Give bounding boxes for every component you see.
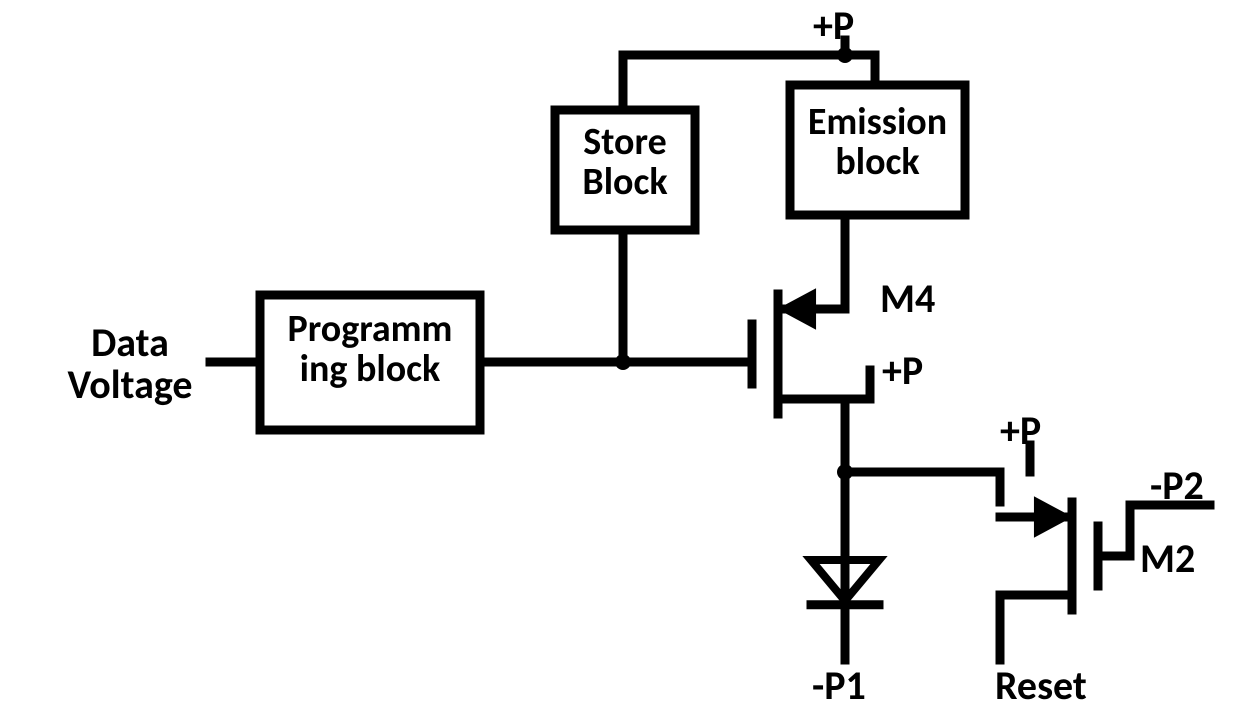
m4-label: M4 [880,278,935,320]
plus-p-m4-label: +P [882,350,923,392]
emission-block-label: Emission block [790,103,965,183]
minus-p2-label: -P2 [1150,465,1204,507]
plus-p-m2-label: +P [1000,410,1041,452]
minus-p1-label: -P1 [812,665,866,707]
m2-label: M2 [1140,538,1195,580]
programming-block-label: Programm ing block [260,310,480,390]
reset-label: Reset [995,665,1087,707]
store-block-label: Store Block [555,123,695,203]
data-voltage-label: Data Voltage [45,322,215,406]
plus-p-top-label: +P [813,5,854,47]
